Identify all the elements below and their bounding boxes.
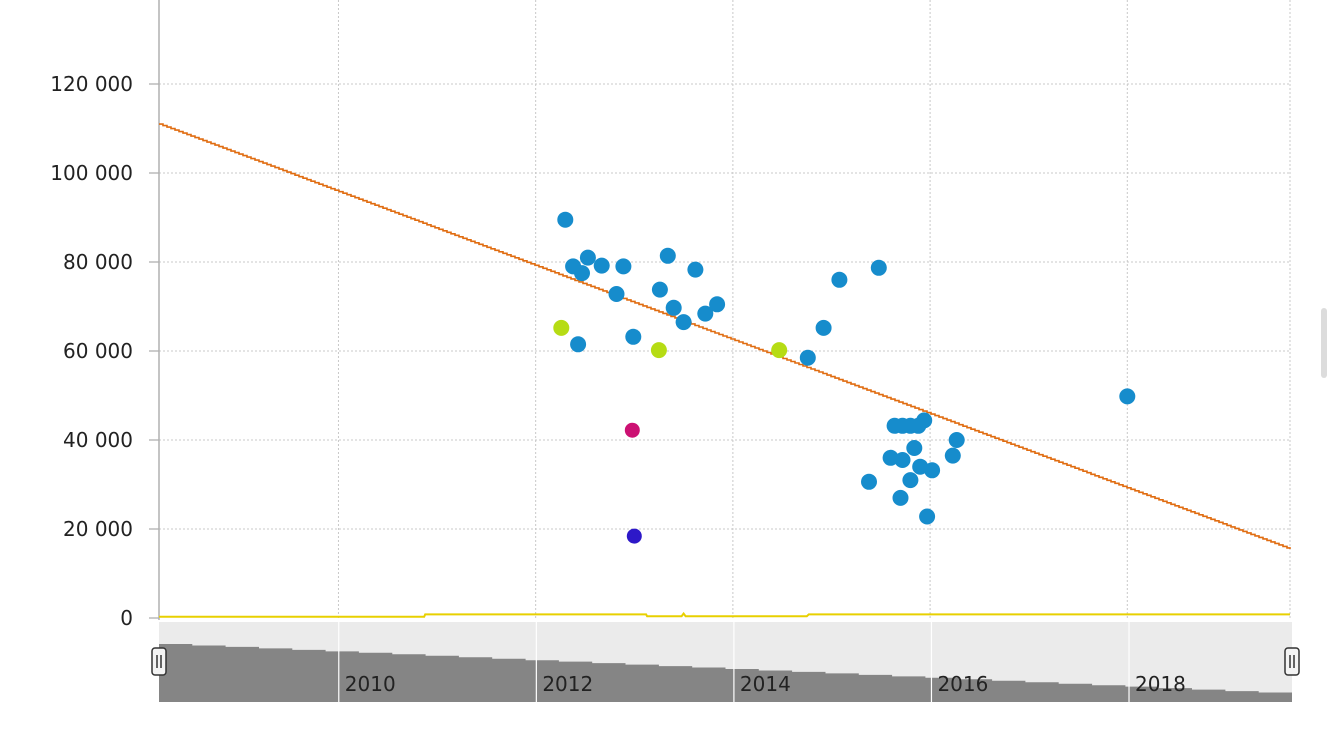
data-point (697, 305, 714, 322)
y-tick-label: 120 000 (50, 72, 133, 96)
data-point (624, 422, 640, 438)
data-point (687, 261, 704, 278)
data-point (831, 271, 848, 288)
navigator-x-label: 2010 (345, 672, 396, 696)
data-point (1119, 388, 1136, 405)
y-tick-label: 60 000 (63, 339, 133, 363)
y-tick-label: 0 (120, 606, 133, 630)
y-axis: 0 20 000 40 000 60 000 80 000 100 000 120 000 (50, 0, 160, 630)
trend-lines (159, 123, 1291, 618)
navigator-x-label: 2016 (937, 672, 988, 696)
navigator-x-label: 2018 (1135, 672, 1186, 696)
navigator-x-label: 2014 (740, 672, 791, 696)
navigator-series (159, 644, 1292, 702)
data-point (894, 452, 911, 468)
data-point (659, 247, 676, 264)
data-point (944, 447, 961, 464)
data-points (553, 211, 1136, 544)
data-point (948, 432, 965, 448)
data-point (593, 257, 610, 274)
y-tick-label: 100 000 (50, 161, 133, 185)
data-point (553, 319, 570, 336)
navigator[interactable]: 2010 2012 2014 2016 2018 (151, 622, 1300, 702)
data-point (557, 211, 574, 228)
data-point (625, 328, 642, 345)
data-point (626, 528, 642, 544)
data-point (579, 249, 596, 266)
baseline-line (159, 611, 1290, 618)
y-tick-label: 40 000 (63, 428, 133, 452)
data-point (902, 472, 919, 489)
data-point (919, 508, 936, 525)
data-point (665, 299, 682, 316)
navigator-x-label: 2012 (542, 672, 593, 696)
navigator-handle-right[interactable] (1284, 647, 1300, 676)
handle-body (151, 647, 167, 676)
data-point (892, 489, 909, 506)
data-point (815, 319, 832, 336)
scrollbar-thumb[interactable] (1321, 308, 1327, 378)
trend-line (159, 123, 1291, 549)
data-point (570, 336, 587, 353)
data-point (675, 314, 692, 331)
data-point (771, 342, 788, 359)
data-point (608, 286, 625, 302)
y-tick-label: 80 000 (63, 250, 133, 274)
data-point (650, 342, 667, 359)
data-point (916, 412, 933, 429)
data-point (924, 462, 941, 479)
data-point (709, 296, 726, 313)
grid (159, 0, 1291, 618)
data-point (870, 259, 887, 276)
navigator-handle-left[interactable] (151, 647, 167, 676)
y-tick-label: 20 000 (63, 517, 133, 541)
data-point (861, 473, 877, 490)
data-point (615, 258, 632, 275)
data-point (799, 349, 816, 366)
data-point (574, 265, 590, 282)
data-point (882, 449, 899, 466)
data-point (651, 281, 668, 298)
handle-body (1284, 647, 1300, 676)
data-point (906, 440, 923, 456)
